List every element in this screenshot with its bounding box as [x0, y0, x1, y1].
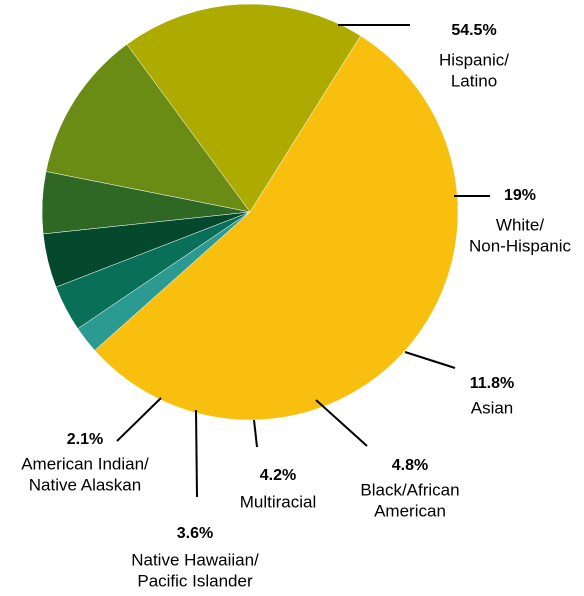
category-label-hispanic-latino: Hispanic/Latino: [439, 50, 509, 90]
pie-slice-white-non-hispanic: [126, 3, 361, 213]
category-label-black-african-american: Black/African American: [360, 480, 459, 520]
value-label-native-hawaiian-pacific-islander: 3.6%: [177, 525, 213, 542]
value-label-multiracial: 4.2%: [260, 467, 296, 484]
value-label-asian: 11.8%: [470, 375, 514, 392]
pie-slices: [41, 3, 459, 421]
category-label-native-hawaiian-pacific-islander: Native Hawaiian/Pacific Islander: [131, 550, 259, 590]
pie-slice-american-indian-native-alaskan: [77, 211, 251, 351]
value-label-white-non-hispanic: 19%: [504, 187, 536, 204]
value-label-hispanic-latino: 54.5%: [451, 22, 496, 39]
category-label-multiracial: Multiracial: [240, 492, 317, 511]
leader-lines: [116, 24, 490, 498]
leader-line-native-hawaiian-pacific-islander: [195, 409, 198, 498]
pie-slice-asian: [45, 44, 251, 213]
category-label-white-non-hispanic: White/Non-Hispanic: [469, 215, 572, 255]
leader-line-asian: [404, 351, 456, 369]
category-label-american-indian-native-alaskan: American Indian/Native Alaskan: [21, 454, 149, 494]
value-label-american-indian-native-alaskan: 2.1%: [67, 431, 103, 448]
slice-labels: 54.5% Hispanic/Latino 19% White/Non-Hispani…: [21, 22, 571, 590]
pie-slice-hispanic-latino: [94, 35, 459, 421]
leader-line-american-indian-native-alaskan: [116, 397, 162, 442]
leader-line-black-african-american: [315, 399, 368, 447]
value-label-black-african-american: 4.8%: [392, 457, 428, 474]
leader-line-multiracial: [253, 419, 258, 448]
category-label-asian: Asian: [471, 398, 514, 417]
